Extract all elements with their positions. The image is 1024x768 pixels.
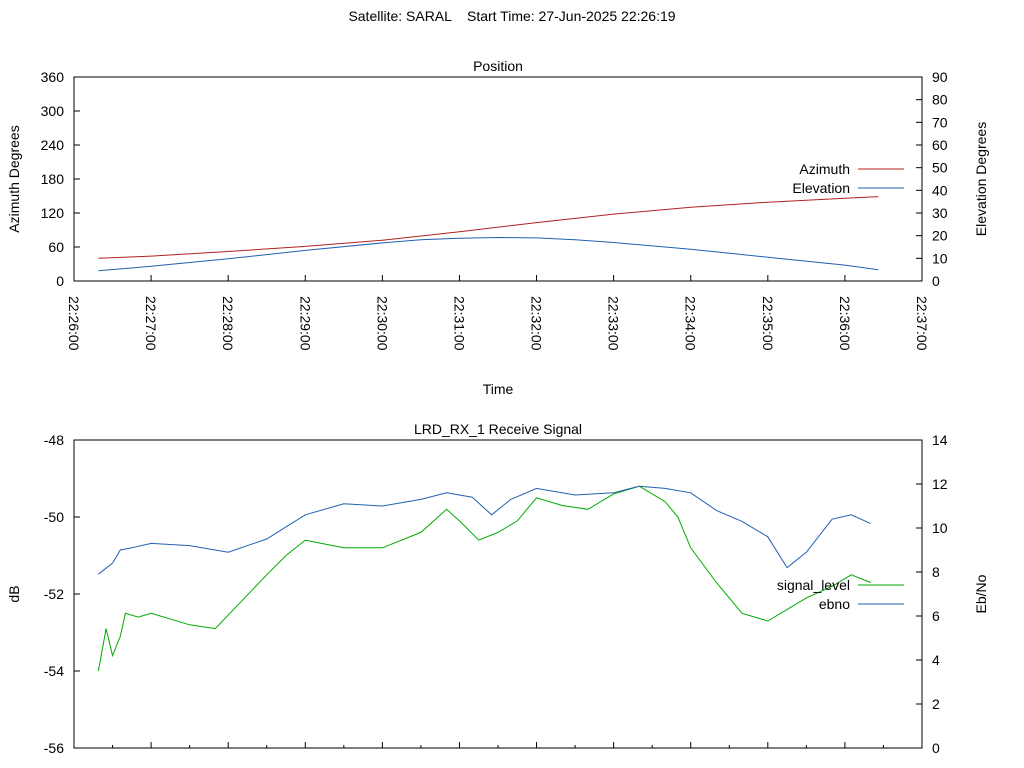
y-tick-label: -48: [44, 432, 64, 448]
y2-tick-label: 10: [932, 250, 948, 266]
x-tick-label: 22:29:00: [297, 296, 313, 351]
y-tick-label: 180: [41, 171, 65, 187]
series-line-ebno: [98, 485, 871, 575]
receive-signal-chart: LRD_RX_1 Receive Signal -56 -54 -52 -50 -48 0 2…: [6, 421, 989, 756]
plot-frame: [73, 76, 923, 282]
series-line-signal-level: [97, 485, 871, 672]
y-tick-label: 240: [41, 137, 65, 153]
y2-tick-label: 8: [932, 564, 940, 580]
y2-tick-label: 50: [932, 160, 948, 176]
legend-label: signal_level: [777, 577, 850, 593]
y-tick-label: -52: [44, 586, 64, 602]
chart-title: LRD_RX_1 Receive Signal: [414, 421, 582, 437]
start-time: Start Time: 27-Jun-2025 22:26:19: [466, 8, 676, 24]
y-tick-label: -50: [44, 509, 64, 525]
y2-tick-label: 10: [932, 520, 948, 536]
y-tick-label: 360: [41, 69, 65, 85]
legend-label: ebno: [819, 596, 850, 612]
x-tick-label: 22:35:00: [760, 296, 776, 351]
legend-label: Azimuth: [799, 161, 850, 177]
x-tick-label: 22:32:00: [529, 296, 545, 351]
x-axis-label: Time: [483, 381, 514, 397]
x-tick-label: 22:28:00: [220, 296, 236, 351]
y-axis-label: Azimuth Degrees: [6, 125, 22, 232]
y2-tick-label: 0: [932, 740, 940, 756]
x-tick-label: 22:26:00: [66, 296, 82, 351]
series-line-elevation: [98, 236, 879, 272]
y-tick-label: -56: [44, 740, 64, 756]
y2-tick-label: 30: [932, 205, 948, 221]
satellite-name: Satellite: SARAL: [348, 8, 452, 24]
x-tick-label: 22:36:00: [837, 296, 853, 351]
y2-tick-label: 12: [932, 476, 948, 492]
x-tick-label: 22:37:00: [914, 296, 930, 351]
y2-tick-label: 2: [932, 696, 940, 712]
x-tick-label: 22:31:00: [451, 296, 467, 351]
y-tick-label: 300: [41, 103, 65, 119]
y2-axis-label: Elevation Degrees: [973, 122, 989, 236]
x-tick-label: 22:27:00: [143, 296, 159, 351]
y2-tick-label: 70: [932, 114, 948, 130]
y2-tick-label: 90: [932, 69, 948, 85]
y2-tick-label: 4: [932, 652, 940, 668]
y2-tick-label: 20: [932, 228, 948, 244]
y-tick-label: 120: [41, 205, 65, 221]
series-line-azimuth: [98, 196, 879, 259]
y-tick-label: -54: [44, 663, 64, 679]
y2-axis-label: Eb/No: [973, 574, 989, 613]
plot-frame: [73, 439, 923, 749]
position-chart: Position 0 60 120 180 240 300 360 0 10 20 30 40 50 60 7…: [6, 58, 989, 397]
x-tick-label: 22:34:00: [683, 296, 699, 351]
chart-header: Satellite: SARAL Start Time: 27-Jun-2025…: [0, 8, 1024, 24]
x-tick-label: 22:33:00: [606, 296, 622, 351]
y2-tick-label: 6: [932, 608, 940, 624]
legend-label: Elevation: [792, 180, 850, 196]
y2-tick-label: 0: [932, 273, 940, 289]
y-tick-label: 0: [56, 273, 64, 289]
y2-tick-label: 40: [932, 182, 948, 198]
chart-title: Position: [473, 58, 523, 74]
y2-tick-label: 80: [932, 92, 948, 108]
y2-tick-label: 60: [932, 137, 948, 153]
y-axis-label: dB: [6, 585, 22, 602]
y2-tick-label: 14: [932, 432, 948, 448]
x-tick-label: 22:30:00: [374, 296, 390, 351]
y-tick-label: 60: [48, 239, 64, 255]
